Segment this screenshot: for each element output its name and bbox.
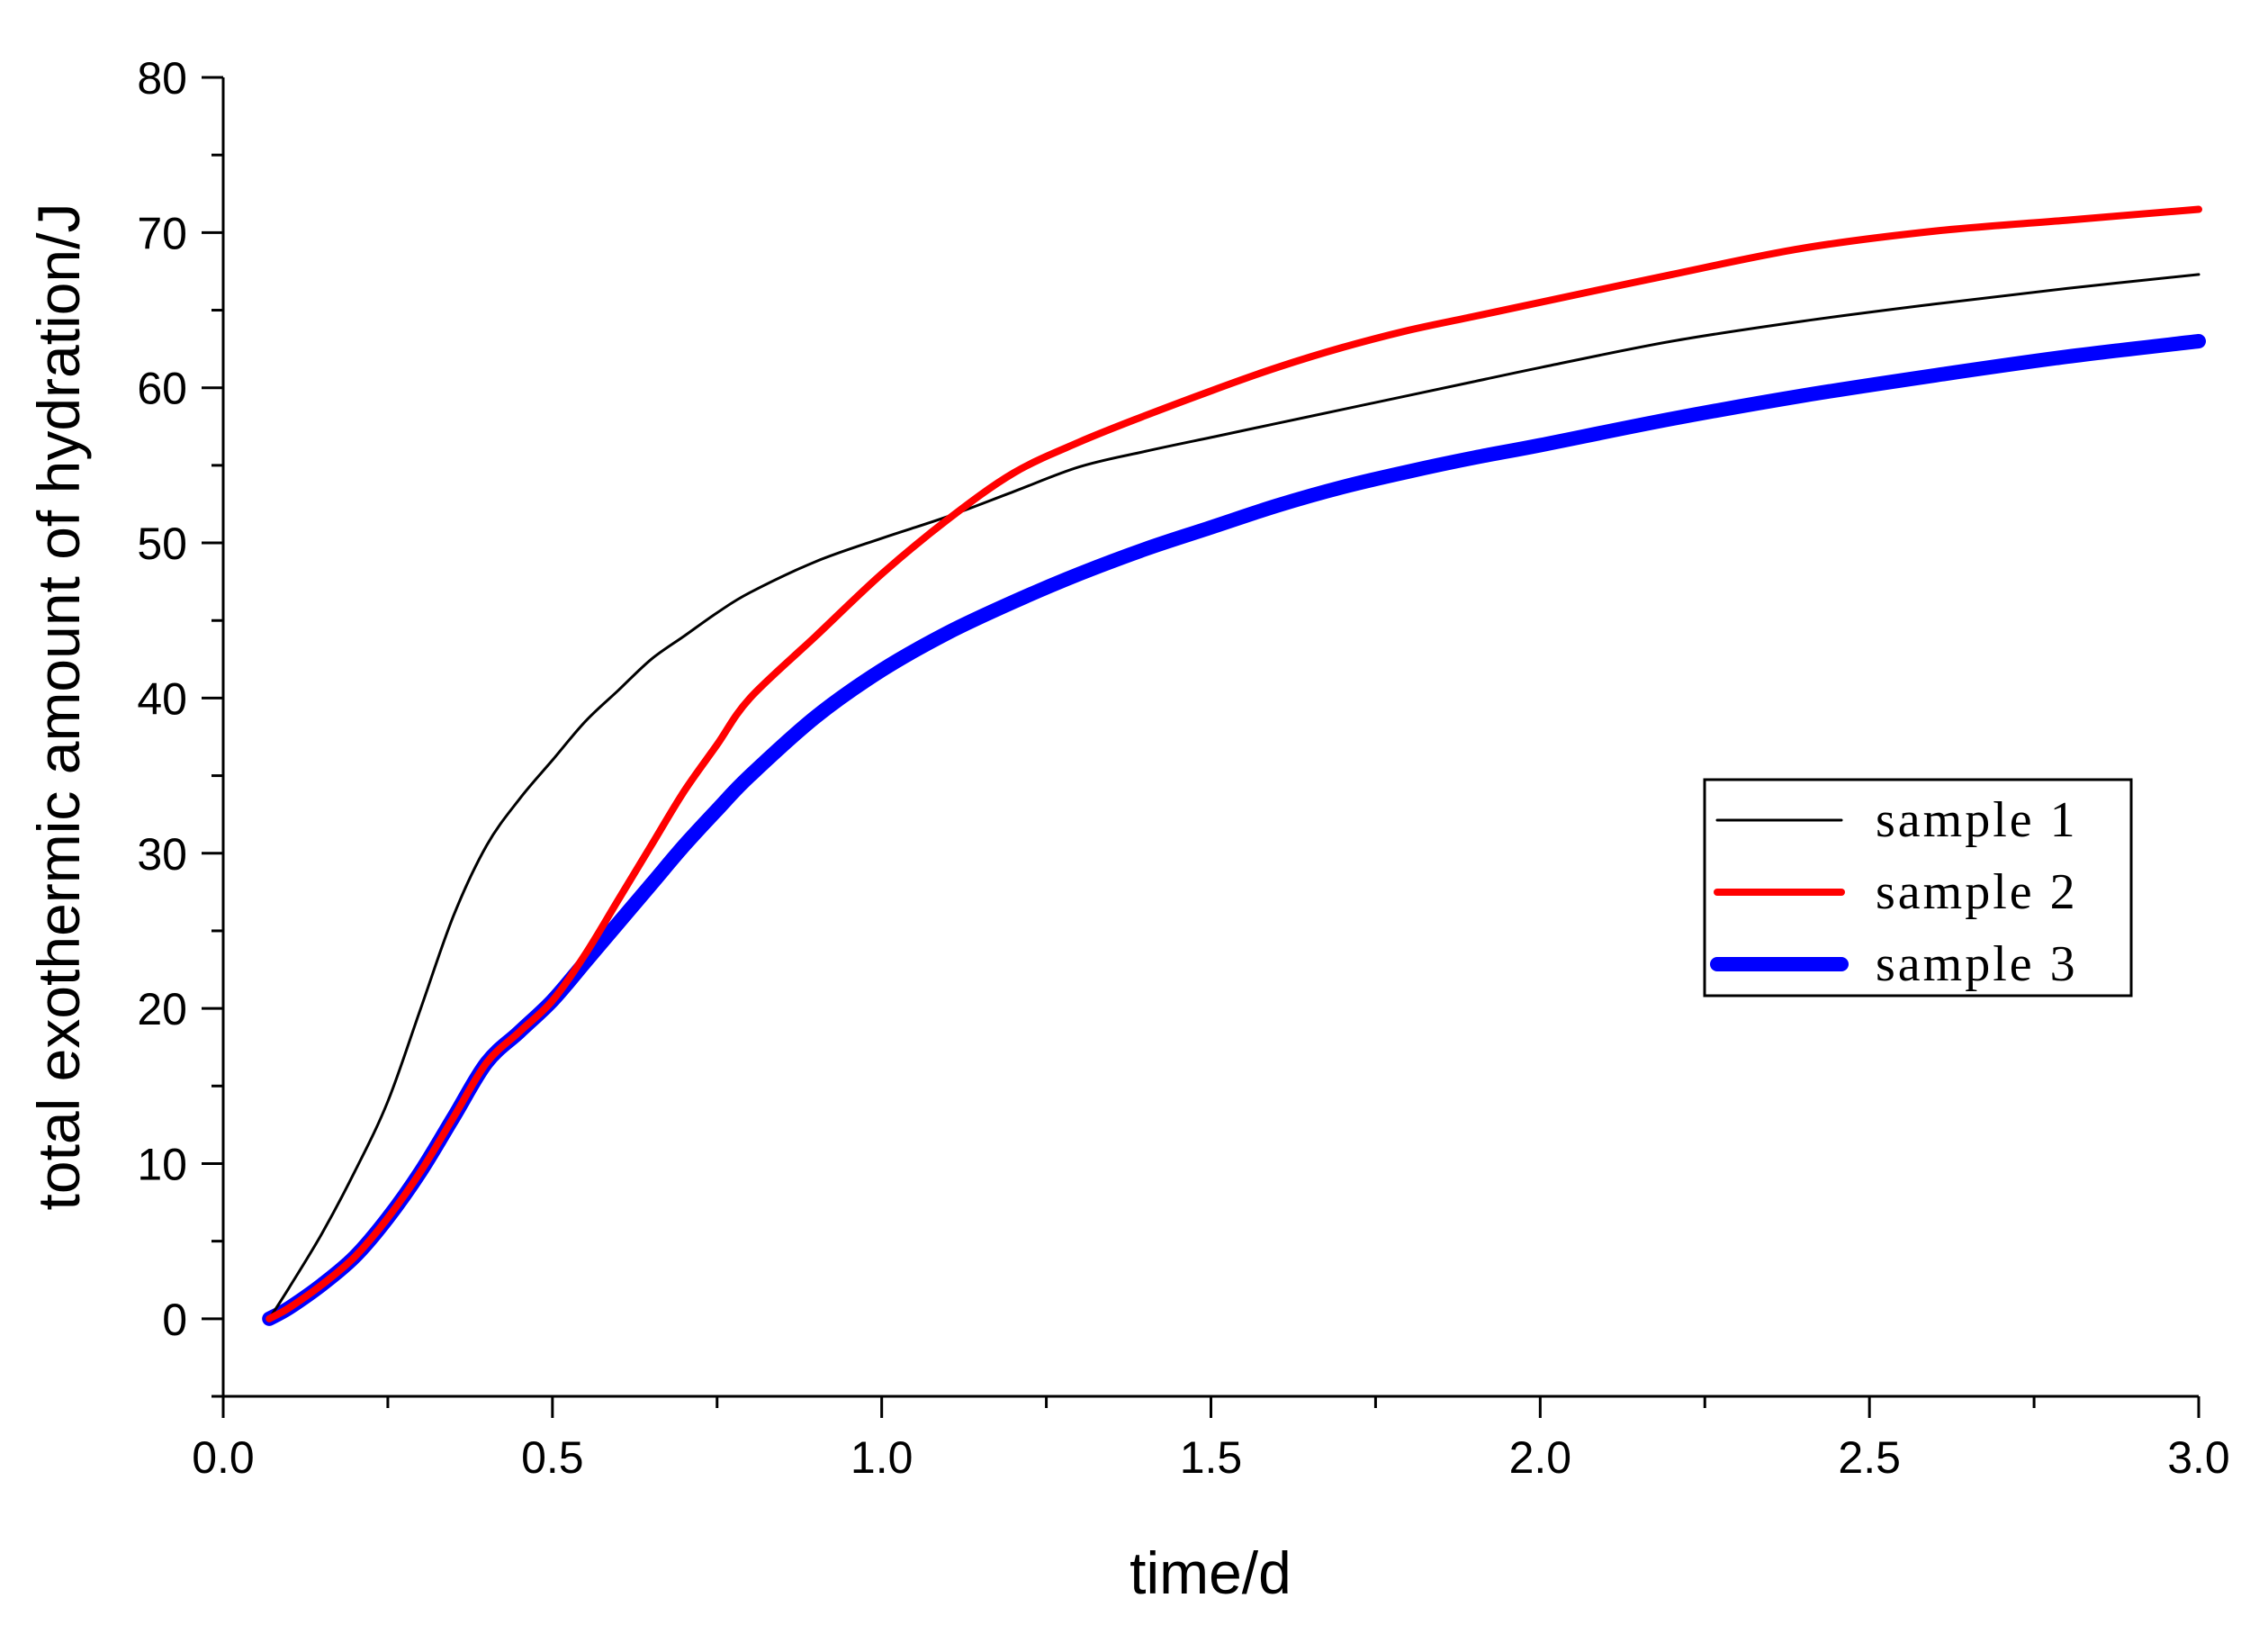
series-line-sample-1 — [267, 273, 2200, 1321]
x-tick-label: 3.0 — [2167, 1432, 2230, 1483]
y-tick-label: 50 — [137, 519, 187, 569]
series-line-sample-2 — [266, 205, 2202, 1323]
legend: sample 1 sample 2 sample 3 — [1703, 778, 2133, 998]
y-tick-label: 80 — [137, 53, 187, 104]
x-tick-label: 0.5 — [521, 1432, 584, 1483]
y-tick-label: 10 — [137, 1139, 187, 1189]
y-tick-label: 20 — [137, 984, 187, 1034]
y-tick-label: 0 — [162, 1295, 187, 1345]
legend-label-sample-2: sample 2 — [1876, 864, 2078, 920]
x-tick-label: 2.0 — [1509, 1432, 1572, 1483]
y-tick-label: 40 — [137, 673, 187, 724]
y-axis-title: total exothermic amount of hydration/J — [25, 203, 92, 1211]
x-axis-title: time/d — [1130, 1539, 1292, 1606]
x-tick-label: 0.0 — [192, 1432, 255, 1483]
y-tick-label: 70 — [137, 208, 187, 258]
axes: 0.0 0.5 1.0 1.5 2.0 2.5 3.0 0 10 20 30 40 50 60 70 80 — [137, 53, 2229, 1483]
legend-label-sample-3: sample 3 — [1876, 936, 2078, 992]
legend-label-sample-1: sample 1 — [1876, 792, 2078, 848]
y-tick-label: 60 — [137, 364, 187, 414]
x-tick-label: 2.5 — [1838, 1432, 1901, 1483]
x-tick-label: 1.5 — [1180, 1432, 1243, 1483]
x-tick-label: 1.0 — [850, 1432, 914, 1483]
plot-lines — [262, 205, 2206, 1326]
y-tick-label: 30 — [137, 829, 187, 880]
